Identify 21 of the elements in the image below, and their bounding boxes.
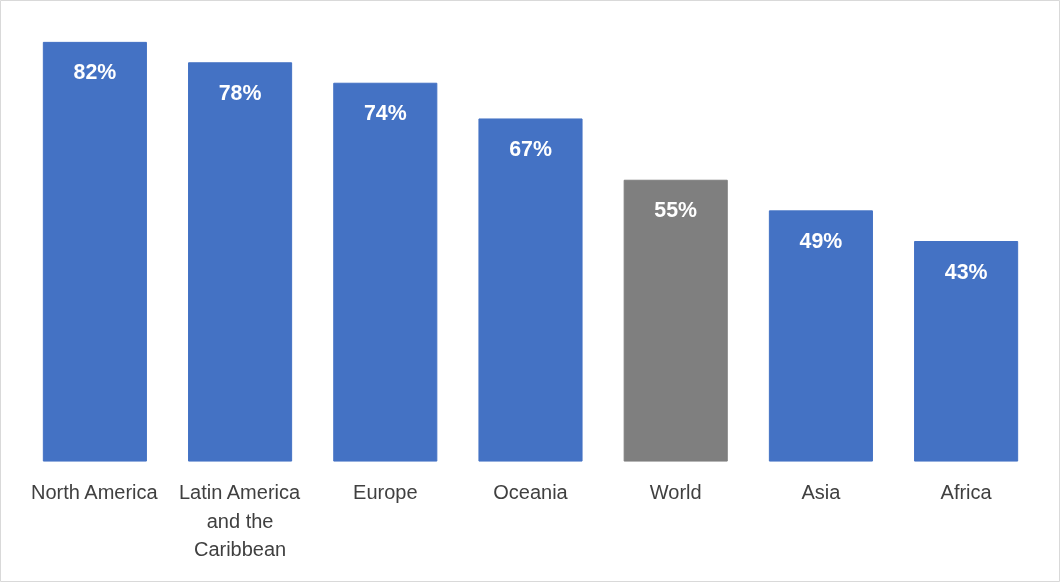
data-label: 82% (73, 60, 117, 85)
data-label: 49% (799, 228, 843, 253)
bar (623, 179, 728, 462)
data-label: 55% (654, 198, 698, 223)
x-tick-label: North America (30, 481, 159, 504)
data-label: 74% (363, 101, 407, 126)
x-tick-label: Africa (940, 481, 993, 504)
bar (42, 41, 147, 462)
x-tick-label: Asia (801, 481, 842, 504)
data-label: 67% (509, 136, 552, 161)
x-tick-label: World (649, 481, 702, 504)
x-tick-label: Europe (353, 481, 418, 504)
data-label: 43% (944, 259, 988, 284)
x-tick-label: Latin America and the Caribbean (178, 481, 301, 561)
x-tick-label: Oceania (493, 481, 569, 504)
bar (333, 82, 438, 462)
bar (478, 118, 583, 462)
bar (914, 241, 1019, 462)
data-label: 78% (218, 80, 262, 105)
bar (768, 210, 873, 462)
bar (188, 62, 293, 462)
